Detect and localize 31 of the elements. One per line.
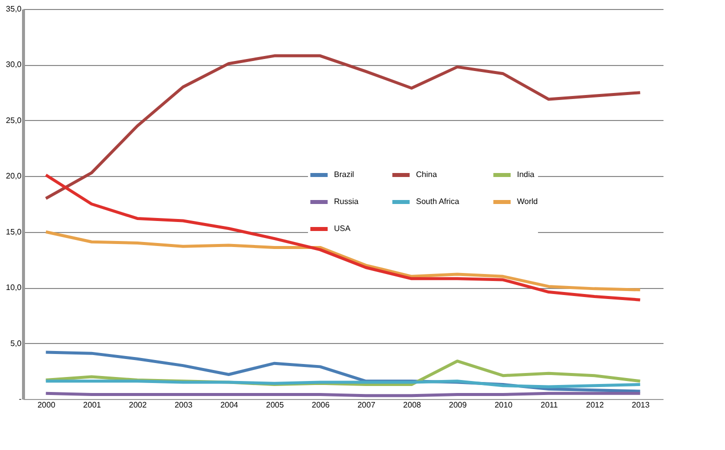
- x-tick-label: 2007: [357, 400, 376, 410]
- x-tick-label: 2003: [174, 400, 193, 410]
- x-tick-label: 2004: [220, 400, 239, 410]
- legend-label: World: [517, 197, 538, 206]
- x-tick-label: 2006: [312, 400, 330, 410]
- x-tick-label: 2011: [540, 400, 558, 410]
- y-tick-label: -: [18, 394, 22, 404]
- y-tick-label: 25,0: [6, 116, 22, 125]
- legend-label: Brazil: [334, 170, 354, 179]
- legend-label: South Africa: [416, 197, 460, 206]
- x-tick-label: 2009: [448, 400, 468, 410]
- x-tick-label: 2008: [403, 400, 422, 410]
- x-tick-label: 2010: [494, 400, 513, 410]
- legend-label: India: [517, 170, 535, 179]
- line-series: [44, 54, 642, 200]
- x-tick-label: 2012: [586, 400, 604, 410]
- y-tick-label: 30,0: [6, 60, 22, 70]
- x-tick-label: 2005: [266, 400, 284, 410]
- y-tick-label: 35,0: [6, 4, 22, 14]
- legend-label: USA: [334, 224, 352, 233]
- x-tick-label: 2002: [128, 400, 148, 410]
- y-tick-label: 15,0: [6, 227, 22, 236]
- y-tick-label: 5,0: [10, 338, 22, 348]
- legend-label: China: [416, 170, 438, 179]
- y-tick-label: 10,0: [6, 283, 22, 292]
- x-tick-label: 2001: [83, 400, 102, 410]
- x-tick-label: 2013: [632, 400, 650, 410]
- y-tick-label: 20,0: [6, 172, 22, 181]
- line-series: [44, 230, 642, 292]
- legend-label: Russia: [334, 197, 360, 206]
- x-tick-label: 2000: [37, 400, 56, 410]
